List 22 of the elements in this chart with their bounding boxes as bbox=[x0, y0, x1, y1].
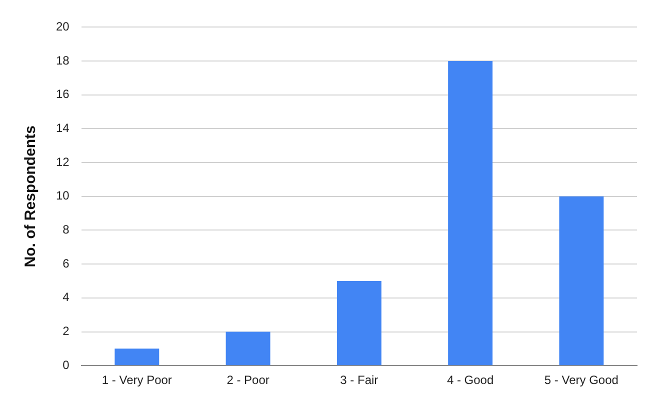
bar bbox=[226, 332, 270, 366]
y-tick-label: 2 bbox=[62, 324, 70, 338]
y-tick-label: 16 bbox=[56, 87, 70, 102]
y-tick-label: 8 bbox=[62, 222, 70, 237]
y-tick-label: 10 bbox=[56, 188, 70, 203]
y-tick-label: 0 bbox=[62, 358, 70, 372]
y-tick-label: 12 bbox=[56, 154, 70, 169]
x-tick-label: 4 - Good bbox=[446, 373, 494, 388]
y-tick-label: 18 bbox=[56, 53, 70, 68]
x-tick-label: 3 - Fair bbox=[340, 373, 378, 388]
y-axis-title: No. of Respondents bbox=[22, 126, 40, 268]
x-tick-label: 5 - Very Good bbox=[544, 373, 618, 388]
bar bbox=[559, 196, 604, 366]
y-tick-label: 20 bbox=[56, 20, 70, 34]
y-tick-label: 6 bbox=[62, 256, 70, 270]
y-tick-label: 4 bbox=[62, 290, 70, 304]
x-tick-label: 1 - Very Poor bbox=[102, 373, 172, 388]
bar bbox=[336, 281, 382, 366]
bar bbox=[114, 348, 160, 366]
bar bbox=[448, 61, 493, 366]
y-tick-label: 14 bbox=[56, 121, 70, 136]
x-tick-label: 2 - Poor bbox=[226, 373, 270, 388]
